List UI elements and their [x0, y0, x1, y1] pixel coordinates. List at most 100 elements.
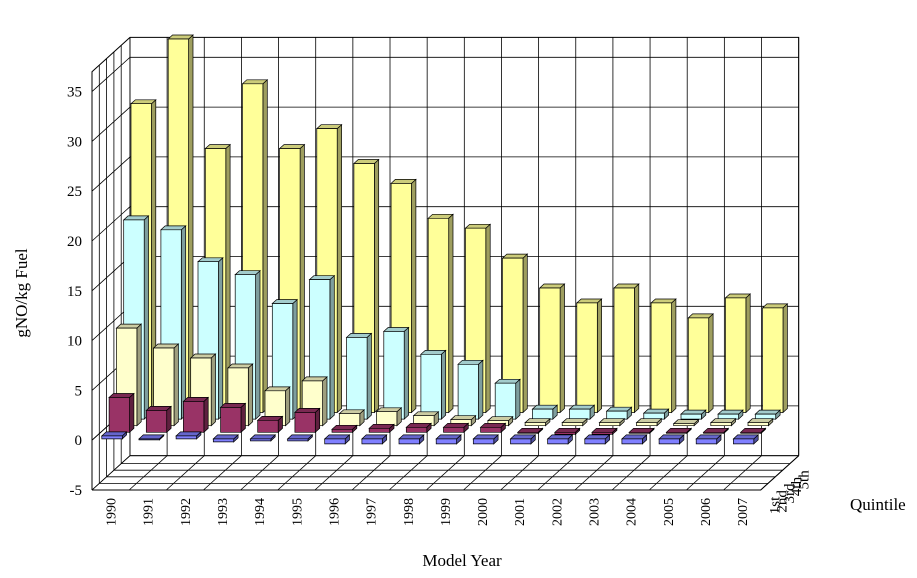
bar-1st-2007 — [732, 434, 760, 445]
bar-front — [733, 438, 755, 445]
bar-top — [294, 408, 321, 413]
bar-front — [435, 438, 457, 445]
bar-front — [636, 422, 658, 427]
bar-1st-1997 — [361, 434, 388, 445]
bar-3rd-1997 — [375, 407, 403, 427]
bar-front — [547, 438, 569, 445]
bar-2nd-2005 — [665, 427, 693, 435]
bar-front — [628, 431, 651, 434]
bar-1st-1992 — [175, 431, 202, 440]
bar-top — [516, 427, 544, 433]
floor-line-x — [426, 455, 465, 491]
x-tick-label: 1999 — [439, 498, 454, 526]
floor-line-x — [388, 455, 428, 491]
x-tick-label: 2007 — [736, 498, 751, 526]
bar-front — [554, 431, 576, 435]
bar-4th-1999 — [457, 359, 484, 420]
bar-top — [553, 427, 581, 433]
bar-front — [599, 422, 621, 427]
bar-front — [472, 438, 495, 445]
bar-5th-2004 — [650, 298, 677, 414]
x-tick-label: 2000 — [476, 498, 491, 526]
bar-top — [546, 434, 574, 440]
bar-front — [361, 438, 383, 445]
bar-5th-2002 — [575, 298, 603, 414]
bar-top — [479, 422, 507, 428]
bar-side — [218, 257, 224, 420]
bar-top — [538, 283, 566, 289]
bar-front — [591, 431, 613, 435]
bar-top — [754, 409, 782, 415]
bar-4th-1996 — [345, 332, 373, 420]
bar-top — [457, 359, 484, 365]
bar-front — [621, 438, 643, 445]
bar-1st-1990 — [100, 431, 128, 440]
x-tick-label: 1990 — [105, 498, 120, 526]
x-tick-label: 1998 — [402, 498, 417, 526]
floor-line-x — [574, 455, 614, 491]
bar-front — [383, 331, 405, 420]
bar-4th-2005 — [680, 409, 707, 420]
x-tick-label: 1994 — [253, 498, 268, 526]
bar-front — [650, 302, 672, 413]
x-tick-label: 1997 — [365, 498, 380, 526]
bar-1st-1998 — [398, 434, 425, 445]
z-tick-label: 1st — [767, 496, 783, 514]
bar-front — [346, 337, 368, 420]
x-tick-label: 1993 — [216, 498, 231, 526]
bar-front — [666, 431, 688, 434]
bar-front — [687, 317, 710, 413]
bar-side — [448, 213, 454, 414]
bar-side — [166, 405, 172, 434]
bar-top — [256, 416, 284, 421]
bar-front — [725, 297, 747, 413]
bar-front — [145, 410, 168, 433]
floor-line-x — [686, 455, 725, 491]
bar-1st-1994 — [249, 434, 277, 442]
bar-top — [197, 257, 224, 263]
bar-2nd-2006 — [702, 427, 730, 435]
bar-top — [338, 409, 366, 415]
bar-2nd-1992 — [182, 396, 210, 434]
y-tick-label: 35 — [67, 85, 82, 101]
floor-line-x — [203, 455, 242, 491]
bar-top — [531, 404, 559, 410]
floor-line-x — [91, 455, 131, 491]
bar-front — [606, 410, 628, 420]
bar-top — [100, 431, 128, 437]
bar-top — [724, 293, 752, 299]
bar-top — [501, 253, 529, 259]
bar-side — [336, 123, 342, 414]
bar-top — [642, 408, 670, 414]
bar-side — [374, 158, 380, 414]
bar-side — [129, 392, 135, 434]
z-tick-label: 2nd — [775, 490, 791, 513]
bar-side — [411, 178, 417, 414]
y-tick-label: 25 — [67, 184, 82, 200]
bar-4th-2006 — [717, 409, 744, 420]
bar-front — [368, 427, 390, 433]
bar-top — [159, 225, 187, 231]
bar-front — [703, 431, 725, 434]
bar-top — [271, 299, 299, 304]
bar-4th-2004 — [642, 408, 670, 420]
x-tick-label: 1995 — [290, 498, 305, 526]
floor-line-x — [500, 455, 539, 491]
floor-line-x — [314, 455, 354, 491]
bar-3rd-2006 — [709, 417, 737, 427]
bar-4th-2003 — [605, 406, 633, 420]
bar-2nd-1995 — [294, 407, 321, 434]
bar-2nd-2004 — [628, 427, 655, 435]
bar-front — [643, 412, 665, 420]
bar-front — [613, 287, 635, 413]
bar-top — [598, 418, 626, 424]
bar-3rd-2007 — [747, 417, 774, 427]
y-tick-label: 10 — [67, 334, 82, 350]
bar-1st-2000 — [472, 434, 499, 445]
bar-top — [182, 397, 210, 402]
bar-top — [717, 409, 744, 415]
bar-side — [782, 303, 788, 414]
bar-front — [561, 422, 584, 427]
y-tick-label: -5 — [70, 483, 83, 499]
bar-front — [532, 408, 554, 420]
